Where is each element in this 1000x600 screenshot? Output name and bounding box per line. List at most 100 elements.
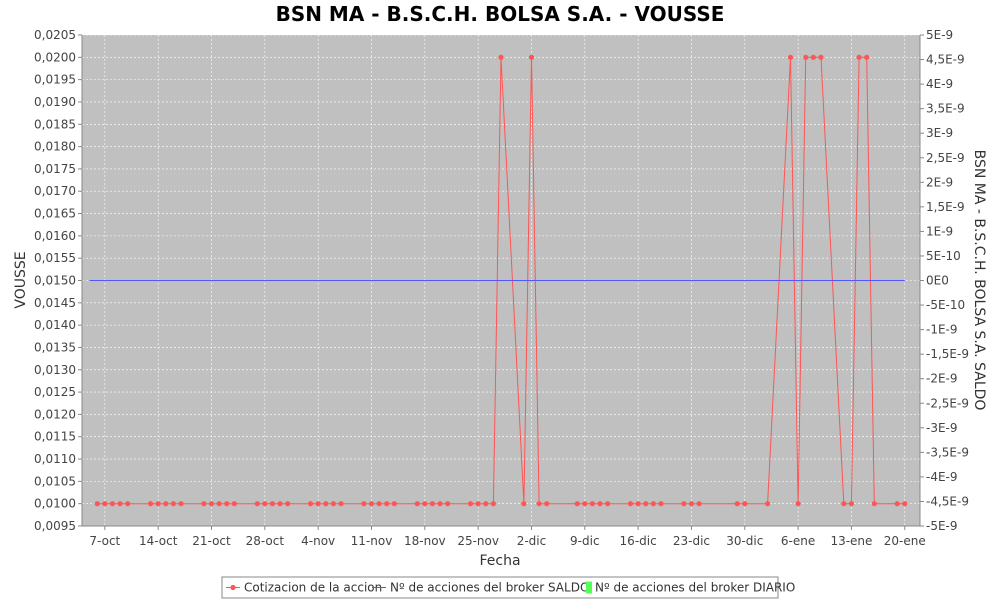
x-tick-label: 20-ene: [884, 534, 926, 548]
y-tick-label: 0,0150: [34, 274, 76, 288]
legend: Cotizacion de la accion Nº de acciones de…: [221, 576, 795, 599]
data-point: [696, 501, 702, 507]
data-point: [231, 501, 237, 507]
y2-tick-label: 2,5E-9: [926, 151, 965, 165]
data-point: [414, 501, 420, 507]
data-point: [787, 54, 794, 60]
data-point: [521, 501, 527, 507]
y2-tick-label: 1E-9: [926, 224, 953, 238]
y2-tick-label: -2E-9: [926, 372, 958, 386]
x-tick-label: 11-nov: [351, 534, 393, 548]
data-point: [635, 501, 641, 507]
data-point: [795, 501, 801, 507]
y2-tick-label: 4,5E-9: [926, 53, 965, 67]
data-point: [437, 501, 443, 507]
x-tick-label: 9-dic: [570, 534, 600, 548]
data-point: [582, 501, 588, 507]
data-point: [734, 501, 740, 507]
data-point: [330, 501, 336, 507]
data-point: [391, 501, 397, 507]
y2-tick-label: -1,5E-9: [926, 347, 969, 361]
data-point: [307, 501, 314, 507]
axes: [78, 34, 924, 530]
data-point: [361, 501, 367, 507]
y-tick-label: 0,0120: [34, 407, 76, 421]
data-point: [528, 54, 535, 60]
data-point: [810, 54, 816, 60]
legend-box: [221, 576, 779, 599]
data-point: [384, 501, 390, 507]
data-point: [269, 501, 276, 507]
y-tick-label: 0,0205: [34, 28, 76, 42]
legend-entry: Nº de acciones del broker DIARIO: [595, 581, 795, 595]
y-tick-label: 0,0200: [34, 50, 76, 64]
data-point: [864, 54, 870, 60]
data-point: [681, 501, 687, 507]
chart-title: BSN MA - B.S.C.H. BOLSA S.A. - VOUSSE: [276, 2, 725, 26]
x-tick-label: 4-nov: [301, 534, 335, 548]
data-point: [208, 501, 215, 507]
data-point: [445, 501, 451, 507]
data-point: [315, 501, 321, 507]
y2-tick-label: 0E0: [926, 274, 949, 288]
data-point: [818, 54, 824, 60]
data-point: [605, 501, 611, 507]
y-tick-label: 0,0145: [34, 296, 76, 310]
y2-axis-label: BSN MA - B.S.C.H. BOLSA S.A. SALDO: [971, 150, 987, 411]
data-point: [490, 501, 496, 507]
y-tick-label: 0,0105: [34, 474, 76, 488]
y-tick-label: 0,0185: [34, 117, 76, 131]
y2-tick-label: 2E-9: [926, 175, 953, 189]
x-tick-label: 14-oct: [139, 534, 178, 548]
data-point: [155, 501, 161, 507]
y-tick-label: 0,0125: [34, 385, 76, 399]
data-point: [323, 501, 329, 507]
x-tick-label: 13-ene: [830, 534, 872, 548]
series-layer: [89, 54, 908, 507]
y-tick-label: 0,0165: [34, 207, 76, 221]
y2-tick-label: -3,5E-9: [926, 445, 969, 459]
data-point: [658, 501, 664, 507]
x-tick-label: 23-dic: [673, 534, 710, 548]
y2-tick-label: -5E-9: [926, 519, 958, 533]
legend-swatch-dot: [230, 584, 236, 591]
y-tick-label: 0,0180: [34, 140, 76, 154]
y2-tick-label: 3E-9: [926, 126, 953, 140]
data-point: [597, 501, 603, 507]
data-point: [201, 501, 207, 507]
data-point: [277, 501, 283, 507]
y-tick-label: 0,0130: [34, 363, 76, 377]
x-tick-label: 2-dic: [517, 534, 547, 548]
data-point: [216, 501, 222, 507]
y-tick-label: 0,0100: [34, 497, 76, 511]
data-point: [871, 501, 877, 507]
y2-tick-label: 3,5E-9: [926, 102, 965, 116]
x-tick-label: 18-nov: [404, 534, 446, 548]
data-point: [178, 501, 184, 507]
y2-tick-label: -5E-10: [926, 298, 965, 312]
legend-swatch: [586, 581, 592, 594]
data-point: [894, 501, 900, 507]
data-point: [262, 501, 268, 507]
y-tick-label: 0,0160: [34, 229, 76, 243]
data-point: [285, 501, 291, 507]
y-tick-label: 0,0135: [34, 340, 76, 354]
data-point: [902, 501, 908, 507]
data-point: [429, 501, 436, 507]
data-point: [102, 501, 108, 507]
data-point: [841, 501, 847, 507]
x-tick-label: 16-dic: [620, 534, 657, 548]
y2-tick-label: -1E-9: [926, 323, 958, 337]
data-point: [544, 501, 550, 507]
y-tick-label: 0,0155: [34, 251, 76, 265]
data-point: [742, 501, 748, 507]
y-tick-label: 0,0095: [34, 519, 76, 533]
data-point: [483, 501, 489, 507]
data-point: [627, 501, 634, 507]
data-point: [117, 501, 123, 507]
y-tick-label: 0,0175: [34, 162, 76, 176]
tick-labels: 0,0095 0,0100 0,0105 0,0110 0,0115 0,0120 0,01…: [34, 28, 969, 548]
data-point: [163, 501, 169, 507]
x-tick-label: 25-nov: [457, 534, 499, 548]
